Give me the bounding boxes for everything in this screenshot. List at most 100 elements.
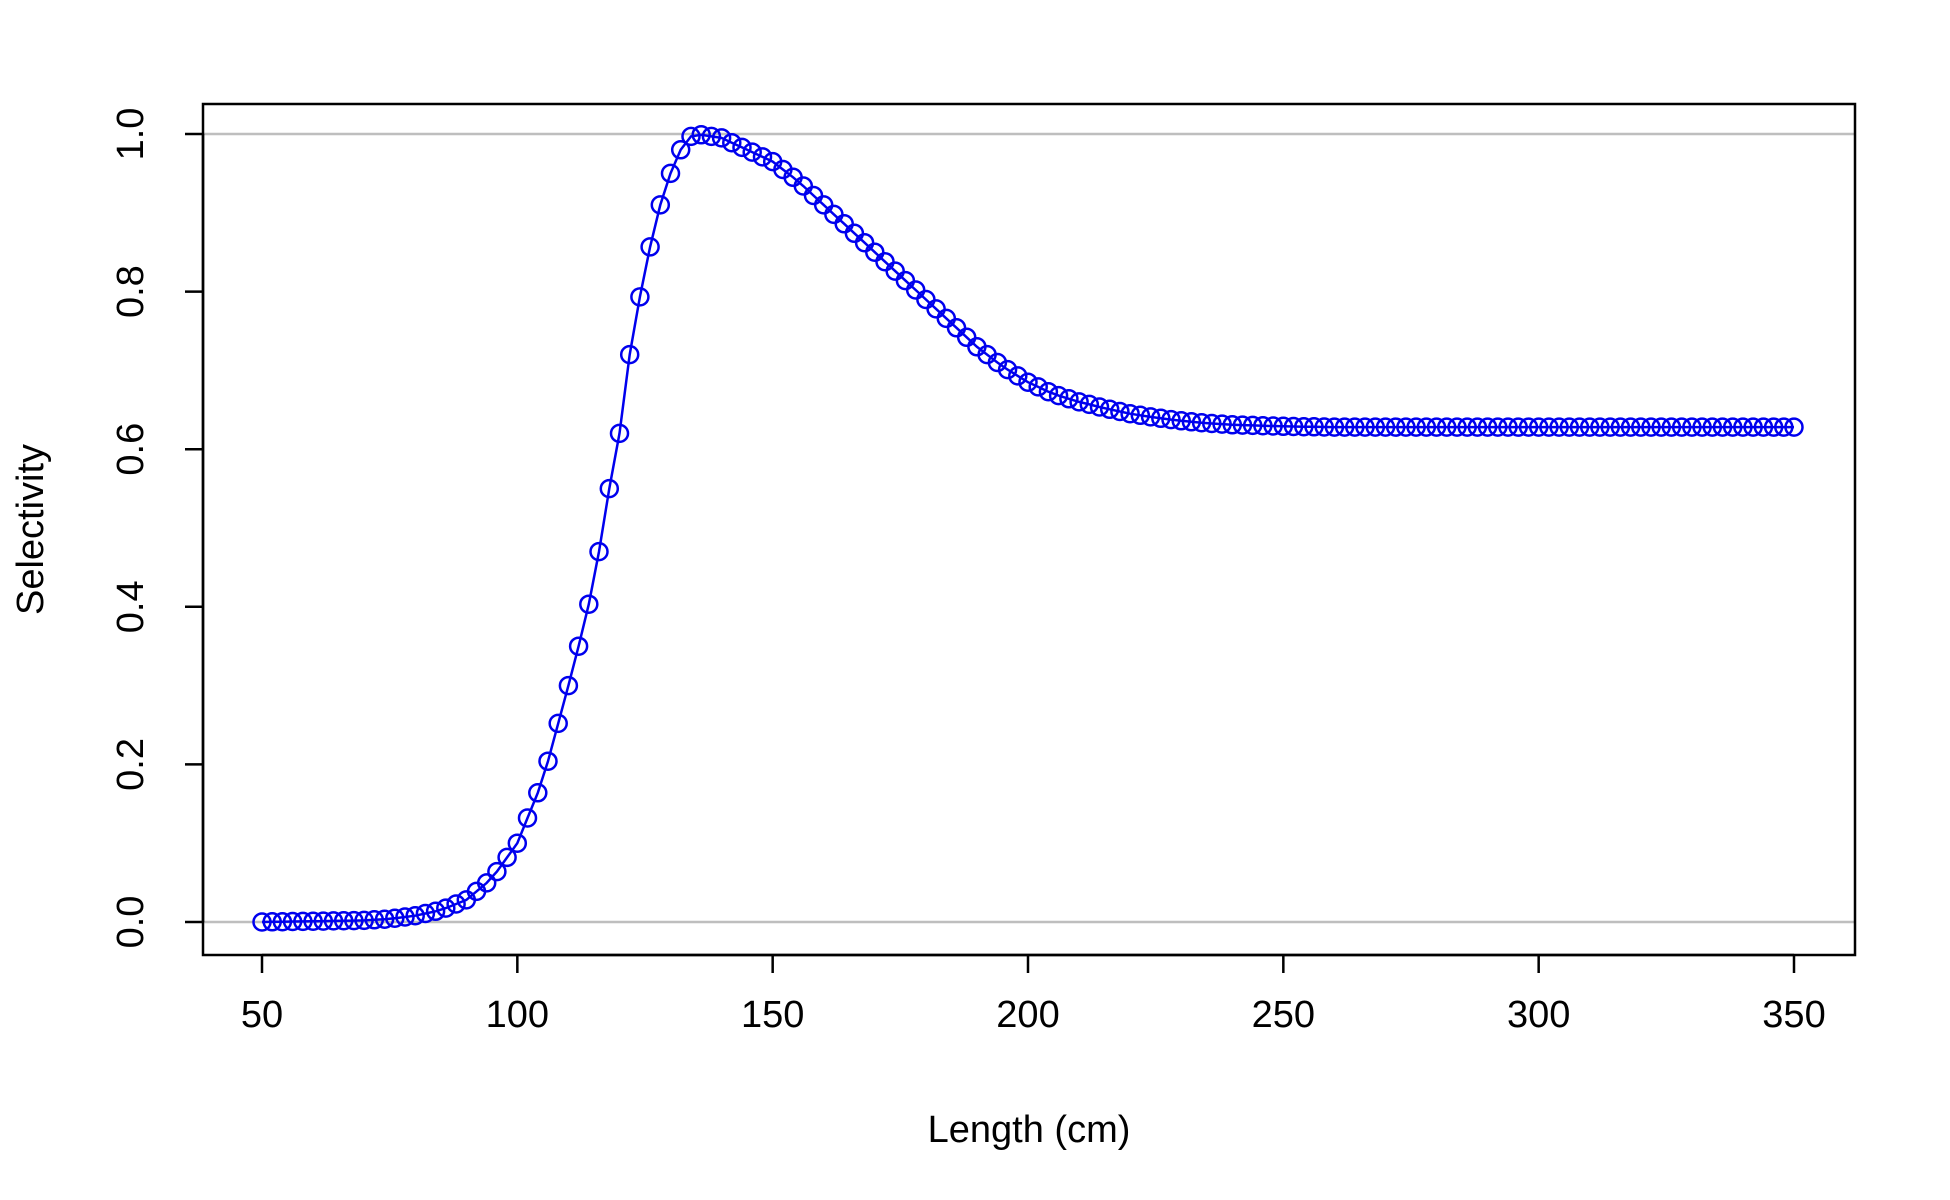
data-point-33	[589, 541, 609, 562]
data-point-98	[1253, 415, 1273, 436]
data-point-42	[681, 126, 701, 147]
data-point-141	[1692, 417, 1712, 437]
data-point-117	[1447, 417, 1467, 437]
data-point-105	[1324, 417, 1345, 437]
data-point-115	[1426, 417, 1447, 437]
data-point-75	[1018, 372, 1038, 392]
data-point-30	[558, 675, 579, 696]
data-point-29	[548, 713, 568, 734]
data-point-85	[1120, 403, 1140, 424]
data-point-9	[344, 910, 364, 931]
data-point-34	[599, 478, 620, 499]
data-point-123	[1508, 417, 1528, 437]
x-axis-title: Length (cm)	[928, 1109, 1131, 1151]
data-point-1	[262, 912, 282, 932]
data-point-91	[1181, 412, 1202, 432]
data-point-7	[323, 911, 344, 931]
data-point-108	[1355, 417, 1375, 437]
data-point-89	[1161, 409, 1181, 430]
data-point-126	[1539, 417, 1559, 437]
data-point-46	[722, 132, 742, 153]
data-point-23	[487, 861, 507, 882]
x-axis: 50 100 150 200 250 300 350	[241, 953, 1826, 1036]
data-point-83	[1099, 399, 1120, 420]
data-point-125	[1528, 417, 1549, 437]
x-tick-label-3: 200	[996, 994, 1059, 1036]
data-point-39	[650, 195, 671, 215]
data-point-87	[1140, 407, 1161, 427]
data-point-22	[476, 873, 497, 893]
data-point-44	[701, 126, 722, 147]
data-point-26	[517, 808, 538, 828]
data-point-130	[1579, 417, 1600, 437]
data-point-48	[742, 142, 762, 162]
data-point-88	[1151, 408, 1171, 429]
data-point-90	[1171, 411, 1191, 431]
data-point-82	[1089, 397, 1110, 417]
data-point-8	[333, 910, 354, 931]
data-point-45	[711, 128, 732, 148]
data-point-107	[1345, 417, 1365, 437]
data-point-128	[1559, 417, 1580, 437]
data-point-111	[1385, 417, 1406, 437]
data-point-144	[1722, 417, 1743, 437]
data-point-146	[1743, 417, 1763, 437]
data-point-41	[670, 140, 691, 160]
data-point-10	[354, 910, 374, 931]
data-point-136	[1641, 417, 1661, 437]
data-point-93	[1202, 413, 1222, 434]
x-tick-label-5: 300	[1507, 994, 1570, 1036]
data-point-80	[1069, 392, 1089, 412]
data-point-150	[1784, 417, 1804, 437]
data-point-112	[1396, 417, 1416, 437]
data-point-129	[1569, 417, 1590, 437]
data-point-81	[1079, 394, 1100, 415]
data-point-4	[293, 911, 313, 932]
data-point-16	[415, 903, 436, 924]
data-point-14	[395, 907, 415, 927]
data-point-147	[1753, 417, 1774, 437]
data-point-137	[1651, 417, 1671, 437]
data-point-86	[1130, 405, 1151, 426]
y-axis-title: Selectivity	[10, 444, 52, 615]
data-point-145	[1733, 417, 1753, 437]
x-tick-label-2: 150	[741, 994, 804, 1036]
data-point-127	[1549, 417, 1569, 437]
data-point-116	[1436, 417, 1457, 437]
data-point-47	[732, 137, 752, 158]
data-point-25	[507, 833, 528, 853]
data-point-6	[313, 911, 334, 931]
y-tick-label-0: 0.0	[110, 896, 152, 949]
data-point-94	[1212, 414, 1232, 434]
data-point-36	[619, 344, 640, 365]
y-tick-label-5: 1.0	[110, 108, 152, 161]
data-point-84	[1110, 401, 1130, 422]
data-point-138	[1661, 417, 1682, 437]
data-point-2	[272, 911, 293, 932]
data-point-102	[1294, 416, 1314, 437]
data-point-78	[1048, 385, 1069, 406]
data-point-101	[1283, 416, 1304, 437]
data-point-38	[640, 237, 660, 257]
data-point-35	[609, 423, 630, 444]
data-point-134	[1620, 417, 1641, 437]
data-point-118	[1457, 417, 1477, 437]
data-point-96	[1232, 415, 1253, 435]
data-point-95	[1222, 415, 1243, 435]
data-point-133	[1610, 417, 1631, 437]
data-point-135	[1631, 417, 1651, 437]
data-point-148	[1763, 417, 1784, 437]
data-point-142	[1702, 417, 1723, 437]
x-tick-label-6: 350	[1762, 994, 1825, 1036]
reference-lines	[203, 132, 1855, 924]
data-point-131	[1590, 417, 1610, 437]
data-point-120	[1477, 417, 1498, 437]
data-point-121	[1488, 417, 1508, 437]
data-point-37	[630, 287, 650, 307]
data-point-13	[385, 908, 405, 928]
y-tick-label-4: 0.8	[110, 265, 152, 318]
data-point-31	[568, 636, 589, 656]
data-point-17	[425, 901, 446, 922]
data-point-74	[1008, 366, 1028, 386]
